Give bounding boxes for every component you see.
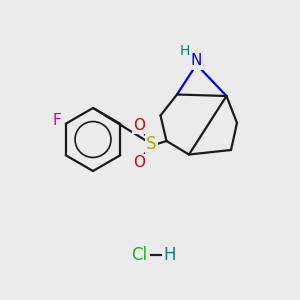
- Text: H: H: [163, 246, 176, 264]
- Text: F: F: [53, 113, 62, 128]
- Text: S: S: [146, 135, 157, 153]
- Text: O: O: [133, 155, 145, 170]
- Text: Cl: Cl: [131, 246, 148, 264]
- Text: O: O: [133, 118, 145, 133]
- Text: N: N: [191, 53, 202, 68]
- Text: H: H: [179, 44, 190, 58]
